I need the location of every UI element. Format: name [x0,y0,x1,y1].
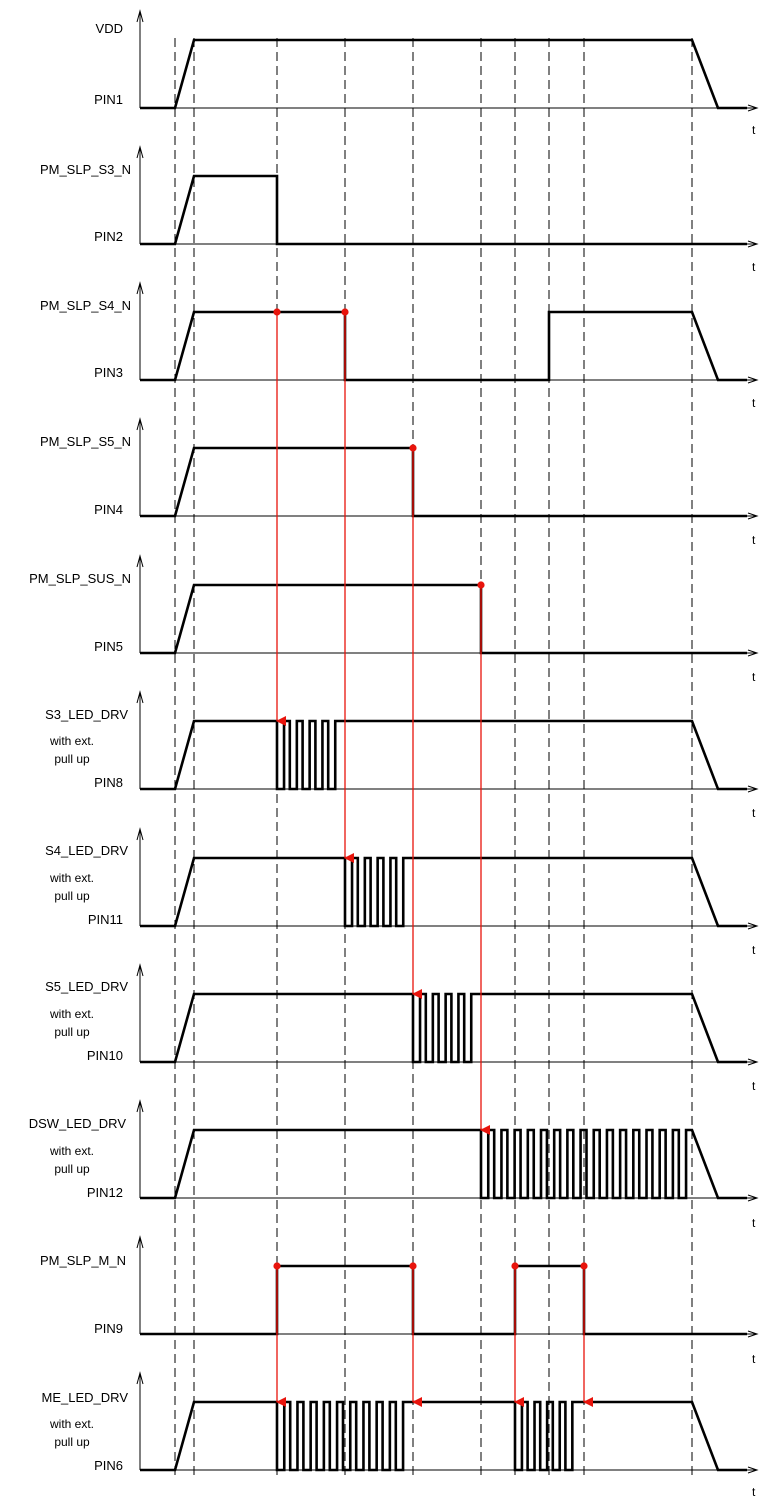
y-axis-arrowhead [136,1235,144,1249]
signal-axes [136,9,759,1474]
signal-name-pm-slp-s4-n: PM_SLP_S4_N [40,298,131,313]
time-axis-arrowhead [747,1330,759,1338]
pin-label-8: PIN8 [94,775,123,790]
pullup-note-line2: pull up [54,1162,90,1176]
signal-labels: VDD PIN1 PM_SLP_S3_N PIN2 PM_SLP_S4_N PI… [29,21,756,1498]
pullup-note-line2: pull up [54,752,90,766]
time-axis-arrowhead [747,240,759,248]
time-axis-arrowhead [747,104,759,112]
pullup-note-line1: with ext. [49,1007,94,1021]
time-axis-arrowhead [747,1194,759,1202]
pullup-note-line2: pull up [54,1025,90,1039]
pin-label-4: PIN4 [94,502,123,517]
y-axis-arrowhead [136,145,144,159]
time-axis-label: t [752,123,756,137]
pin-label-2: PIN2 [94,229,123,244]
waveform-s3-led-drv [140,719,747,791]
time-axis-arrowhead [747,649,759,657]
waveform-dsw-led-drv [140,1128,747,1200]
time-guide-lines [174,38,693,1475]
y-axis-arrowhead [136,417,144,431]
time-axis-label: t [752,806,756,820]
y-axis-arrowhead [136,1371,144,1385]
time-axis-label: t [752,1485,756,1498]
pullup-note-line2: pull up [54,1435,90,1449]
pin-label-5: PIN5 [94,639,123,654]
pullup-note-line1: with ext. [49,871,94,885]
pullup-note-line1: with ext. [49,1417,94,1431]
waveform-pm-slp-s5-n [140,446,747,518]
time-axis-arrowhead [747,376,759,384]
y-axis-arrowhead [136,9,144,23]
pin-label-1: PIN1 [94,92,123,107]
signal-name-dsw-led-drv: DSW_LED_DRV [29,1116,127,1131]
waveform-vdd [140,38,747,110]
time-axis-arrowhead [747,785,759,793]
y-axis-arrowhead [136,281,144,295]
waveform-pm-slp-m-n [140,1264,747,1336]
y-axis-arrowhead [136,690,144,704]
time-axis-label: t [752,1216,756,1230]
pullup-note-line1: with ext. [49,1144,94,1158]
signal-name-pm-slp-s5-n: PM_SLP_S5_N [40,434,131,449]
y-axis-arrowhead [136,963,144,977]
time-axis-arrowhead [747,1058,759,1066]
pin-label-9: PIN9 [94,1321,123,1336]
time-axis-label: t [752,670,756,684]
signal-name-pm-slp-m-n: PM_SLP_M_N [40,1253,126,1268]
waveform-s4-led-drv [140,856,747,928]
time-axis-label: t [752,260,756,274]
waveform-pm-slp-sus-n [140,583,747,655]
waveform-pm-slp-s4-n [140,310,747,382]
pullup-note-line2: pull up [54,889,90,903]
pin-label-6: PIN6 [94,1458,123,1473]
time-axis-arrowhead [747,1466,759,1474]
time-axis-label: t [752,396,756,410]
pin-label-12: PIN12 [87,1185,123,1200]
waveforms [140,38,747,1472]
signal-name-pm-slp-sus-n: PM_SLP_SUS_N [29,571,131,586]
waveform-s5-led-drv [140,992,747,1064]
time-axis-arrowhead [747,922,759,930]
signal-name-vdd: VDD [96,21,123,36]
pin-label-10: PIN10 [87,1048,123,1063]
y-axis-arrowhead [136,827,144,841]
waveform-pm-slp-s3-n [140,174,747,246]
time-axis-label: t [752,943,756,957]
trigger-dot [273,308,281,316]
y-axis-arrowhead [136,1099,144,1113]
signal-name-s5-led-drv: S5_LED_DRV [45,979,128,994]
pin-label-11: PIN11 [88,912,123,927]
time-axis-label: t [752,1352,756,1366]
time-axis-arrowhead [747,512,759,520]
pullup-note-line1: with ext. [49,734,94,748]
y-axis-arrowhead [136,554,144,568]
causal-arrows [273,308,593,1407]
signal-name-s4-led-drv: S4_LED_DRV [45,843,128,858]
signal-name-me-led-drv: ME_LED_DRV [42,1390,129,1405]
signal-name-pm-slp-s3-n: PM_SLP_S3_N [40,162,131,177]
pin-label-3: PIN3 [94,365,123,380]
waveform-me-led-drv [140,1400,747,1472]
signal-name-s3-led-drv: S3_LED_DRV [45,707,128,722]
time-axis-label: t [752,533,756,547]
time-axis-label: t [752,1079,756,1093]
